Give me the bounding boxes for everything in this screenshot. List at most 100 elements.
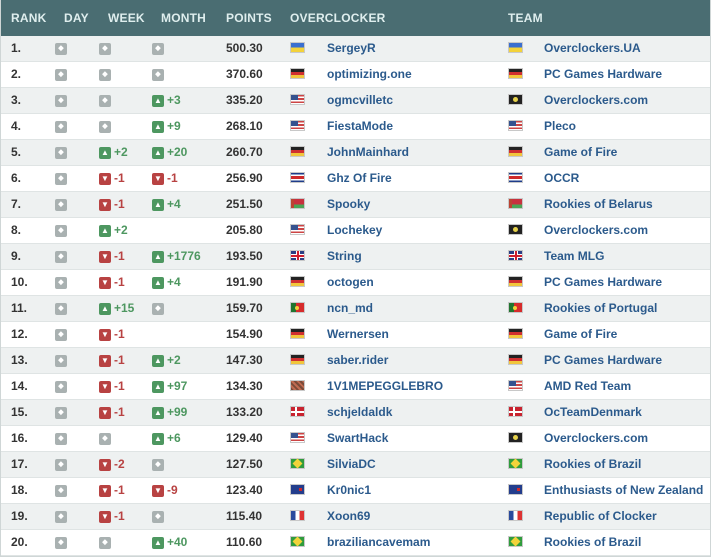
- team-link[interactable]: Rookies of Brazil: [544, 457, 642, 471]
- team-link[interactable]: Enthusiasts of New Zealand: [544, 483, 704, 497]
- overclocker-link[interactable]: ncn_md: [327, 301, 374, 315]
- week-change: ▼ -1: [99, 166, 125, 191]
- unchanged-icon: ◆: [152, 458, 164, 471]
- team-link[interactable]: Overclockers.com: [544, 223, 649, 237]
- week-change: ▼ -1: [99, 244, 125, 269]
- unchanged-icon: ◆: [55, 120, 67, 133]
- overclocker-link[interactable]: braziliancavemam: [327, 535, 431, 549]
- flag-icon: [508, 42, 523, 53]
- table-row: 5. ◆ ▲ +2 ▲ +20 260.70 JohnMainhard Game of Fire: [1, 140, 710, 166]
- header-team[interactable]: TEAM: [508, 11, 543, 25]
- overclocker-link[interactable]: String: [327, 249, 362, 263]
- points-cell: 251.50: [226, 197, 263, 211]
- overclocker-link[interactable]: schjeldaldk: [327, 405, 393, 419]
- team-link[interactable]: Team MLG: [544, 249, 605, 263]
- month-change: ▲ +2: [152, 348, 181, 373]
- team-link[interactable]: PC Games Hardware: [544, 67, 663, 81]
- team-link[interactable]: Pleco: [544, 119, 577, 133]
- rank-cell: 17.: [11, 457, 28, 471]
- overclocker-link[interactable]: SergeyR: [327, 41, 376, 55]
- team-link[interactable]: OCCR: [544, 171, 580, 185]
- arrow-up-icon: ▲: [99, 224, 111, 237]
- team-link[interactable]: PC Games Hardware: [544, 275, 663, 289]
- team-link[interactable]: Rookies of Portugal: [544, 301, 658, 315]
- team-link[interactable]: Rookies of Brazil: [544, 535, 642, 549]
- week-delta: -1: [114, 327, 125, 341]
- overclocker-link[interactable]: Spooky: [327, 197, 371, 211]
- flag-icon: [290, 42, 305, 53]
- team-link[interactable]: Overclockers.com: [544, 93, 649, 107]
- day-change: ◆: [55, 452, 67, 477]
- table-row: 3. ◆ ◆ ▲ +3 335.20 ogmcvilletc Overclockers.com: [1, 88, 710, 114]
- points-cell: 335.20: [226, 93, 263, 107]
- rank-cell: 8.: [11, 223, 22, 237]
- team-link[interactable]: Republic of Clocker: [544, 509, 657, 523]
- header-points[interactable]: POINTS: [226, 11, 272, 25]
- flag-icon: [290, 328, 305, 339]
- unchanged-icon: ◆: [55, 354, 67, 367]
- header-week[interactable]: WEEK: [108, 11, 145, 25]
- arrow-up-icon: ▲: [152, 146, 164, 159]
- team-link[interactable]: Overclockers.com: [544, 431, 649, 445]
- team-link[interactable]: Rookies of Belarus: [544, 197, 653, 211]
- unchanged-icon: ◆: [55, 198, 67, 211]
- overclocker-link[interactable]: Xoon69: [327, 509, 371, 523]
- week-delta: -1: [114, 509, 125, 523]
- overclocker-link[interactable]: Lochekey: [327, 223, 383, 237]
- day-change: ◆: [55, 426, 67, 451]
- week-delta: -1: [114, 171, 125, 185]
- day-change: ◆: [55, 400, 67, 425]
- team-link[interactable]: OcTeamDenmark: [544, 405, 642, 419]
- flag-icon: [508, 354, 523, 365]
- flag-icon: [508, 224, 523, 235]
- arrow-down-icon: ▼: [99, 250, 111, 263]
- flag-icon: [290, 250, 305, 261]
- unchanged-icon: ◆: [152, 302, 164, 315]
- overclocker-link[interactable]: Wernersen: [327, 327, 389, 341]
- week-change: ▼ -1: [99, 192, 125, 217]
- points-cell: 115.40: [226, 509, 263, 523]
- unchanged-icon: ◆: [55, 484, 67, 497]
- day-change: ◆: [55, 36, 67, 61]
- team-link[interactable]: AMD Red Team: [544, 379, 632, 393]
- flag-icon: [290, 120, 305, 131]
- flag-icon: [508, 94, 523, 105]
- flag-icon: [508, 380, 523, 391]
- points-cell: 268.10: [226, 119, 263, 133]
- team-link[interactable]: Game of Fire: [544, 145, 618, 159]
- overclocker-link[interactable]: optimizing.one: [327, 67, 412, 81]
- overclocker-link[interactable]: Ghz Of Fire: [327, 171, 392, 185]
- overclocker-link[interactable]: saber.rider: [327, 353, 389, 367]
- rank-cell: 20.: [11, 535, 28, 549]
- month-change: ▲ +4: [152, 192, 181, 217]
- team-link[interactable]: Game of Fire: [544, 327, 618, 341]
- month-delta: +99: [167, 405, 188, 419]
- overclocker-link[interactable]: SilviaDC: [327, 457, 376, 471]
- header-month[interactable]: MONTH: [161, 11, 206, 25]
- overclocker-link[interactable]: FiestaMode: [327, 119, 394, 133]
- overclocker-link[interactable]: octogen: [327, 275, 374, 289]
- table-row: 9. ◆ ▼ -1 ▲ +1776 193.50 String Team MLG: [1, 244, 710, 270]
- header-rank[interactable]: RANK: [11, 11, 47, 25]
- team-link[interactable]: Overclockers.UA: [544, 41, 641, 55]
- arrow-up-icon: ▲: [152, 198, 164, 211]
- header-overclocker[interactable]: OVERCLOCKER: [290, 11, 386, 25]
- table-row: 1. ◆ ◆ ◆ 500.30 SergeyR Overclockers.UA: [1, 36, 710, 62]
- flag-icon: [290, 146, 305, 157]
- overclocker-link[interactable]: Kr0nic1: [327, 483, 372, 497]
- week-change: ▼ -1: [99, 478, 125, 503]
- week-delta: -1: [114, 275, 125, 289]
- arrow-down-icon: ▼: [99, 198, 111, 211]
- overclocker-link[interactable]: SwartHack: [327, 431, 389, 445]
- overclocker-link[interactable]: ogmcvilletc: [327, 93, 394, 107]
- team-link[interactable]: PC Games Hardware: [544, 353, 663, 367]
- flag-icon: [508, 510, 523, 521]
- arrow-up-icon: ▲: [152, 406, 164, 419]
- arrow-down-icon: ▼: [152, 172, 164, 185]
- overclocker-link[interactable]: JohnMainhard: [327, 145, 410, 159]
- flag-icon: [508, 276, 523, 287]
- points-cell: 370.60: [226, 67, 263, 81]
- header-day[interactable]: DAY: [64, 11, 89, 25]
- overclocker-link[interactable]: 1V1MEPEGGLEBRO: [327, 379, 444, 393]
- points-cell: 147.30: [226, 353, 263, 367]
